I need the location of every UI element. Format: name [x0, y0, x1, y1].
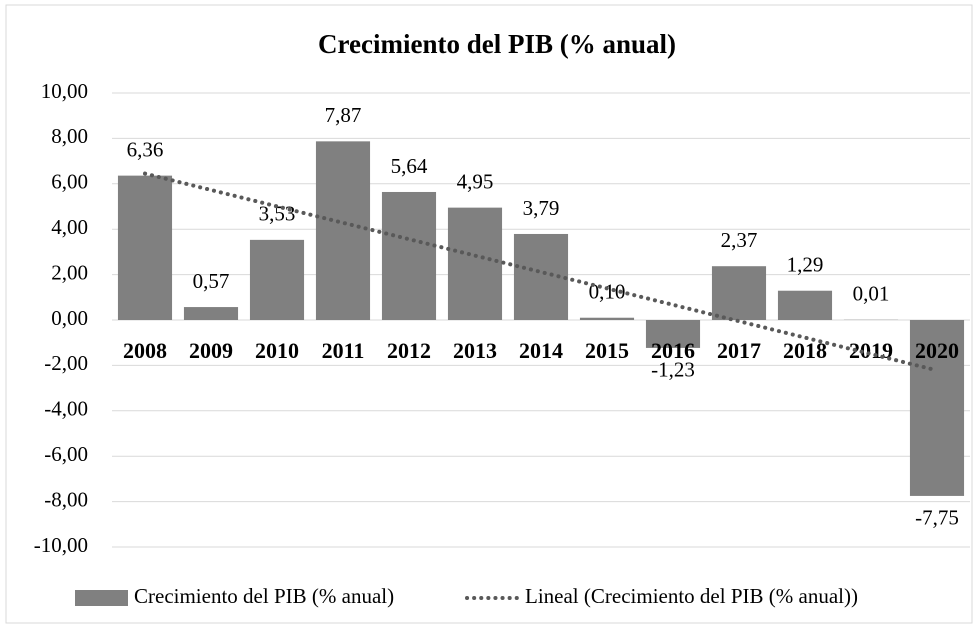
bar — [249, 239, 305, 320]
x-tick-label: 2017 — [717, 338, 761, 363]
x-tick-label: 2010 — [255, 338, 299, 363]
bar — [645, 320, 701, 348]
y-tick-label: -8,00 — [44, 487, 88, 511]
x-tick-label: 2009 — [189, 338, 233, 363]
y-tick-label: 8,00 — [51, 124, 88, 148]
x-tick-label: 2014 — [519, 338, 563, 363]
bar — [711, 266, 767, 320]
y-tick-label: -6,00 — [44, 442, 88, 466]
value-label: 4,95 — [457, 169, 494, 193]
value-label: 6,36 — [127, 137, 164, 161]
legend-label: Crecimiento del PIB (% anual) — [134, 584, 394, 608]
value-label: 2,37 — [721, 228, 758, 252]
value-label: 5,64 — [391, 154, 428, 178]
bar — [777, 290, 833, 320]
x-tick-label: 2015 — [585, 338, 629, 363]
y-tick-label: 2,00 — [51, 260, 88, 284]
y-tick-label: 10,00 — [41, 79, 88, 103]
x-tick-label: 2020 — [915, 338, 959, 363]
value-label: 0,57 — [193, 269, 230, 293]
y-tick-label: 6,00 — [51, 170, 88, 194]
x-tick-label: 2013 — [453, 338, 497, 363]
legend-label: Lineal (Crecimiento del PIB (% anual)) — [525, 584, 858, 608]
x-tick-label: 2011 — [322, 338, 365, 363]
bar — [183, 307, 239, 320]
bar — [447, 207, 503, 320]
value-label: 3,79 — [523, 196, 560, 220]
value-label: 1,29 — [787, 253, 824, 277]
y-tick-label: -4,00 — [44, 397, 88, 421]
trend-line — [143, 171, 939, 373]
x-tick-label: 2008 — [123, 338, 167, 363]
chart-title: Crecimiento del PIB (% anual) — [318, 29, 676, 59]
value-label: 0,01 — [853, 282, 890, 306]
bar — [909, 320, 965, 496]
value-label: -7,75 — [915, 506, 959, 530]
y-tick-label: -10,00 — [34, 533, 88, 557]
value-label: 7,87 — [325, 103, 362, 127]
y-tick-label: 4,00 — [51, 215, 88, 239]
bar — [315, 141, 371, 320]
value-label: -1,23 — [651, 358, 695, 382]
bar — [381, 191, 437, 320]
bar — [117, 175, 173, 320]
legend-swatch — [75, 590, 128, 606]
x-tick-label: 2012 — [387, 338, 431, 363]
y-tick-label: 0,00 — [51, 306, 88, 330]
y-tick-label: -2,00 — [44, 351, 88, 375]
x-tick-label: 2016 — [651, 338, 695, 363]
bar — [579, 317, 635, 320]
